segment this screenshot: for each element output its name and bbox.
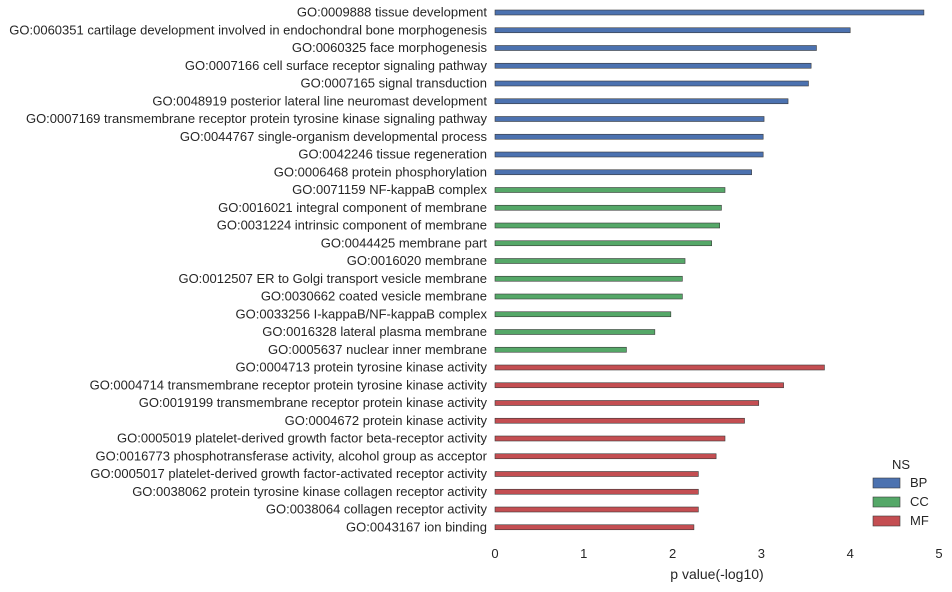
category-label-go-0030662: GO:0030662 coated vesicle membrane	[261, 289, 487, 304]
bar-go-0043167	[494, 524, 695, 531]
category-label-go-0019199: GO:0019199 transmembrane receptor protei…	[139, 395, 488, 410]
category-label-go-0016020: GO:0016020 membrane	[347, 253, 487, 268]
bar-go-0016328	[494, 329, 656, 335]
bar-go-0060325	[494, 45, 817, 51]
bar-go-0030662	[494, 293, 683, 300]
bar-go-0006468	[494, 169, 752, 176]
legend-swatch-mf	[872, 515, 901, 527]
category-label-go-0005637: GO:0005637 nuclear inner membrane	[268, 342, 487, 357]
bar-go-0004713	[494, 364, 825, 371]
bar-go-0016020	[494, 258, 686, 264]
category-label-go-0012507: GO:0012507 ER to Golgi transport vesicle…	[178, 271, 487, 286]
category-label-go-0031224: GO:0031224 intrinsic component of membra…	[217, 218, 487, 233]
legend-label-mf: MF	[910, 513, 929, 528]
bar-go-0007169	[494, 116, 765, 122]
bar-go-0048919	[494, 98, 789, 105]
category-label-go-0043167: GO:0043167 ion binding	[346, 519, 487, 534]
bars-layer	[494, 9, 925, 531]
category-label-go-0044425: GO:0044425 membrane part	[321, 235, 488, 250]
category-label-go-0004672: GO:0004672 protein kinase activity	[285, 413, 488, 428]
category-label-go-0016773: GO:0016773 phosphotransferase activity, …	[96, 448, 488, 463]
category-label-go-0006468: GO:0006468 protein phosphorylation	[274, 164, 487, 179]
category-label-go-0005017: GO:0005017 platelet-derived growth facto…	[90, 466, 487, 481]
category-label-go-0007166: GO:0007166 cell surface receptor signali…	[185, 58, 488, 73]
bar-go-0005017	[494, 471, 699, 477]
legend-label-bp: BP	[910, 475, 927, 490]
bar-go-0012507	[494, 275, 683, 282]
bar-go-0033256	[494, 311, 672, 318]
bar-go-0071159	[494, 187, 726, 193]
legend-swatch-cc	[872, 496, 901, 508]
x-tick-label-2: 2	[669, 546, 676, 561]
x-tick-label-0: 0	[491, 546, 498, 561]
category-label-go-0009888: GO:0009888 tissue development	[297, 5, 487, 20]
category-label-go-0004714: GO:0004714 transmembrane receptor protei…	[90, 377, 488, 392]
category-label-go-0007165: GO:0007165 signal transduction	[301, 76, 487, 91]
bar-go-0019199	[494, 400, 760, 406]
category-label-go-0016328: GO:0016328 lateral plasma membrane	[262, 324, 487, 339]
bar-go-0044767	[494, 133, 764, 140]
bar-go-0009888	[494, 9, 925, 16]
bar-go-0005019	[494, 435, 726, 442]
legend-title: NS	[892, 457, 910, 472]
x-tick-label-1: 1	[580, 546, 587, 561]
bar-go-0007166	[494, 62, 812, 69]
category-label-go-0016021: GO:0016021 integral component of membran…	[218, 200, 487, 215]
bar-go-0044425	[494, 240, 712, 247]
bar-go-0004714	[494, 382, 784, 389]
x-axis-ticks: 0 1 2 3 4 5	[491, 546, 942, 561]
bar-go-0060351	[494, 27, 851, 34]
legend: NS BP CC MF	[872, 457, 929, 528]
bar-go-0042246	[494, 151, 764, 158]
category-label-go-0004713: GO:0004713 protein tyrosine kinase activ…	[236, 360, 488, 375]
category-label-go-0060325: GO:0060325 face morphogenesis	[292, 40, 488, 55]
bar-go-0007165	[494, 80, 809, 87]
category-label-go-0038062: GO:0038062 protein tyrosine kinase colla…	[132, 484, 487, 499]
bar-go-0004672	[494, 417, 745, 424]
category-label-go-0038064: GO:0038064 collagen receptor activity	[266, 502, 488, 517]
bar-go-0005637	[494, 346, 627, 353]
x-tick-label-4: 4	[847, 546, 854, 561]
category-label-go-0071159: GO:0071159 NF-kappaB complex	[292, 182, 487, 197]
category-label-go-0007169: GO:0007169 transmembrane receptor protei…	[26, 111, 488, 126]
bar-go-0031224	[494, 222, 720, 229]
category-label-go-0060351: GO:0060351 cartilage development involve…	[9, 22, 487, 37]
bar-go-0016773	[494, 453, 717, 460]
x-tick-label-3: 3	[758, 546, 765, 561]
x-axis-title: p value(-log10)	[670, 566, 763, 582]
category-labels: GO:0009888 tissue development GO:0060351 …	[9, 5, 487, 535]
bar-go-0038062	[494, 488, 699, 495]
category-label-go-0033256: GO:0033256 I-kappaB/NF-kappaB complex	[236, 306, 488, 321]
category-label-go-0005019: GO:0005019 platelet-derived growth facto…	[117, 431, 487, 446]
bar-go-0016021	[494, 204, 722, 211]
x-tick-label-5: 5	[935, 546, 942, 561]
legend-swatch-bp	[872, 477, 901, 489]
bar-go-0038064	[494, 506, 699, 513]
category-label-go-0048919: GO:0048919 posterior lateral line neurom…	[152, 93, 487, 108]
legend-label-cc: CC	[910, 494, 929, 509]
category-label-go-0042246: GO:0042246 tissue regeneration	[298, 147, 487, 162]
category-label-go-0044767: GO:0044767 single-organism developmental…	[180, 129, 488, 144]
